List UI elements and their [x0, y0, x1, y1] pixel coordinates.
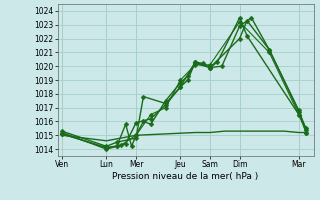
X-axis label: Pression niveau de la mer( hPa ): Pression niveau de la mer( hPa ) — [112, 172, 259, 181]
